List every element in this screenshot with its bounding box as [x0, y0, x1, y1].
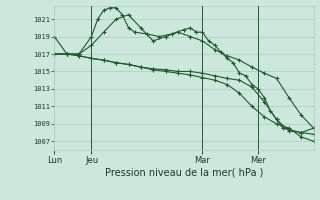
X-axis label: Pression niveau de la mer( hPa ): Pression niveau de la mer( hPa )	[105, 167, 263, 177]
